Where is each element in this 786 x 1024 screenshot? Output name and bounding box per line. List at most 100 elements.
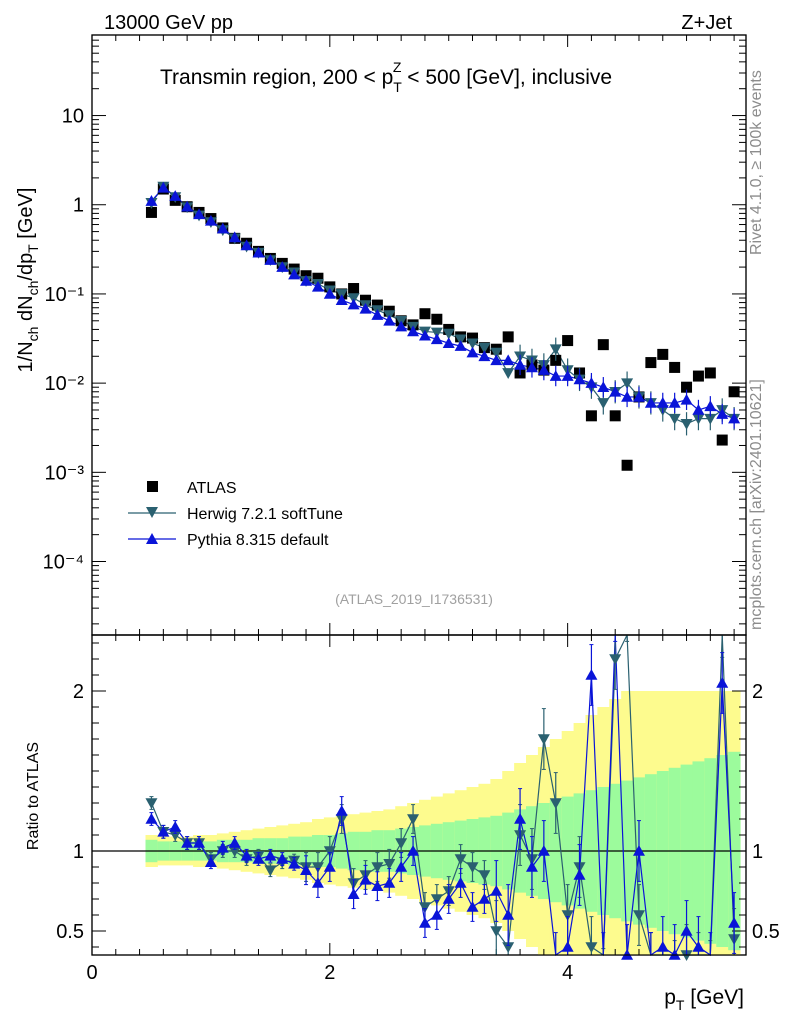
ratio-x-tick-label: 4 bbox=[562, 962, 573, 984]
pythia-data-point bbox=[466, 346, 479, 358]
herwig-ratio-point bbox=[537, 734, 550, 745]
herwig-ratio-point bbox=[549, 798, 562, 809]
atlas-data-point bbox=[645, 357, 657, 369]
pythia-data-point bbox=[181, 200, 194, 212]
pythia-data-point bbox=[609, 385, 622, 397]
herwig-ratio-point bbox=[502, 942, 515, 953]
main-y-tick-label: 10⁻³ bbox=[45, 462, 85, 484]
atlas-data-point bbox=[502, 331, 514, 343]
herwig-ratio-point bbox=[407, 814, 420, 825]
pythia-data-point bbox=[502, 354, 515, 366]
header-energy-label: 13000 GeV pp bbox=[104, 12, 233, 34]
legend-marker-atlas bbox=[147, 481, 158, 492]
ratio-y-axis-label: Ratio to ATLAS bbox=[25, 742, 42, 850]
herwig-ratio-point bbox=[311, 862, 324, 873]
pythia-ratio-point bbox=[442, 893, 455, 904]
pythia-data-point bbox=[585, 377, 598, 388]
pythia-data-point bbox=[454, 340, 467, 351]
pythia-data-point bbox=[549, 370, 562, 381]
pythia-data-point bbox=[347, 298, 360, 310]
pythia-ratio-point bbox=[502, 909, 515, 920]
pythia-data-point bbox=[632, 390, 645, 402]
pythia-ratio-point bbox=[347, 888, 360, 899]
x-axis-label: pT [GeV] bbox=[664, 986, 744, 1013]
pythia-ratio-point bbox=[240, 849, 253, 861]
atlas-data-point bbox=[704, 367, 716, 379]
pythia-data-point bbox=[430, 333, 443, 345]
herwig-line bbox=[150, 185, 735, 425]
pythia-data-point bbox=[573, 373, 586, 385]
herwig-ratio-point bbox=[145, 798, 158, 809]
herwig-ratio-point bbox=[466, 862, 479, 873]
herwig-data-point bbox=[430, 327, 443, 339]
pythia-data-point bbox=[716, 408, 729, 419]
pythia-ratio-point bbox=[728, 917, 741, 928]
atlas-data-point bbox=[419, 308, 431, 320]
atlas-data-point bbox=[145, 206, 157, 218]
pythia-data-point bbox=[371, 309, 384, 320]
atlas-data-point bbox=[348, 283, 360, 295]
herwig-ratio-point bbox=[478, 870, 491, 881]
pythia-data-point bbox=[193, 208, 206, 220]
pythia-data-point bbox=[204, 214, 217, 226]
main-y-axis-label: 1/Nch dNch/dpT [GeV] bbox=[15, 188, 41, 373]
pythia-ratio-point bbox=[216, 841, 229, 853]
herwig-ratio-point bbox=[609, 654, 622, 665]
legend-label-atlas: ATLAS bbox=[187, 480, 237, 497]
rivet-version-label: Rivet 4.1.0, ≥ 100k events bbox=[748, 70, 765, 255]
pythia-ratio-point bbox=[204, 856, 217, 867]
legend-marker-pythia bbox=[146, 533, 158, 544]
pythia-ratio-point bbox=[585, 669, 598, 680]
herwig-ratio-point bbox=[632, 910, 645, 921]
atlas-data-point bbox=[681, 381, 693, 393]
legend-label-herwig: Herwig 7.2.1 softTune bbox=[187, 506, 343, 523]
pythia-data-point bbox=[276, 261, 289, 272]
pythia-ratio-point bbox=[145, 813, 158, 824]
mcplots-label: mcplots.cern.ch [arXiv:2401.10621] bbox=[748, 379, 765, 630]
ratio-y-tick-label-right: 2 bbox=[752, 681, 763, 703]
ratio-plot-border bbox=[91, 634, 747, 956]
ratio-axes: 0 2 4 0.5 0.5 1 1 2 2 bbox=[56, 635, 780, 984]
atlas-data-point bbox=[359, 294, 371, 306]
pythia-data-point bbox=[561, 370, 574, 381]
pythia-data-point bbox=[216, 222, 229, 234]
pythia-data-point bbox=[704, 400, 717, 412]
herwig-data-point bbox=[668, 413, 681, 425]
pythia-ratio-point bbox=[193, 837, 206, 848]
pythia-ratio-point bbox=[692, 941, 705, 952]
pythia-ratio-point bbox=[490, 885, 503, 896]
pythia-ratio-point bbox=[407, 845, 420, 856]
herwig-ratio-point bbox=[383, 859, 396, 870]
herwig-ratio-point bbox=[430, 894, 443, 905]
pythia-data-point bbox=[311, 280, 324, 292]
main-y-tick-label: 10⁻² bbox=[45, 373, 85, 395]
herwig-ratio-point bbox=[323, 846, 336, 857]
pythia-ratio-point bbox=[276, 853, 289, 864]
pythia-data-point bbox=[537, 364, 550, 375]
title-part-pre: Transmin region, 200 < p bbox=[160, 66, 393, 89]
pythia-data-point bbox=[514, 358, 527, 370]
pythia-data-point bbox=[145, 195, 158, 206]
herwig-data-point bbox=[442, 328, 455, 340]
atlas-data-point bbox=[657, 348, 669, 360]
pythia-ratio-point bbox=[716, 677, 729, 688]
herwig-data-point bbox=[490, 347, 503, 359]
header-process-label: Z+Jet bbox=[681, 12, 732, 34]
analysis-reference: (ATLAS_2019_I1736531) bbox=[335, 591, 493, 607]
title-part-sub: T bbox=[393, 79, 402, 95]
plot-title: Transmin region, 200 < pTZ < 500 [GeV], … bbox=[160, 59, 612, 95]
pythia-ratio-point bbox=[311, 877, 324, 888]
title-part-post: < 500 [GeV], inclusive bbox=[401, 66, 612, 89]
pythia-ratio-point bbox=[252, 853, 265, 864]
pythia-ratio-point bbox=[430, 909, 443, 920]
atlas-data-point bbox=[621, 459, 633, 471]
atlas-data-point bbox=[562, 335, 574, 347]
pythia-data-point bbox=[442, 337, 455, 349]
herwig-data-point bbox=[621, 378, 634, 390]
ratio-y-tick-label: 2 bbox=[73, 681, 84, 703]
pythia-ratio-point bbox=[656, 941, 669, 952]
pythia-data-point bbox=[490, 354, 503, 366]
atlas-data-point bbox=[692, 370, 704, 382]
pythia-ratio-point bbox=[478, 893, 491, 904]
